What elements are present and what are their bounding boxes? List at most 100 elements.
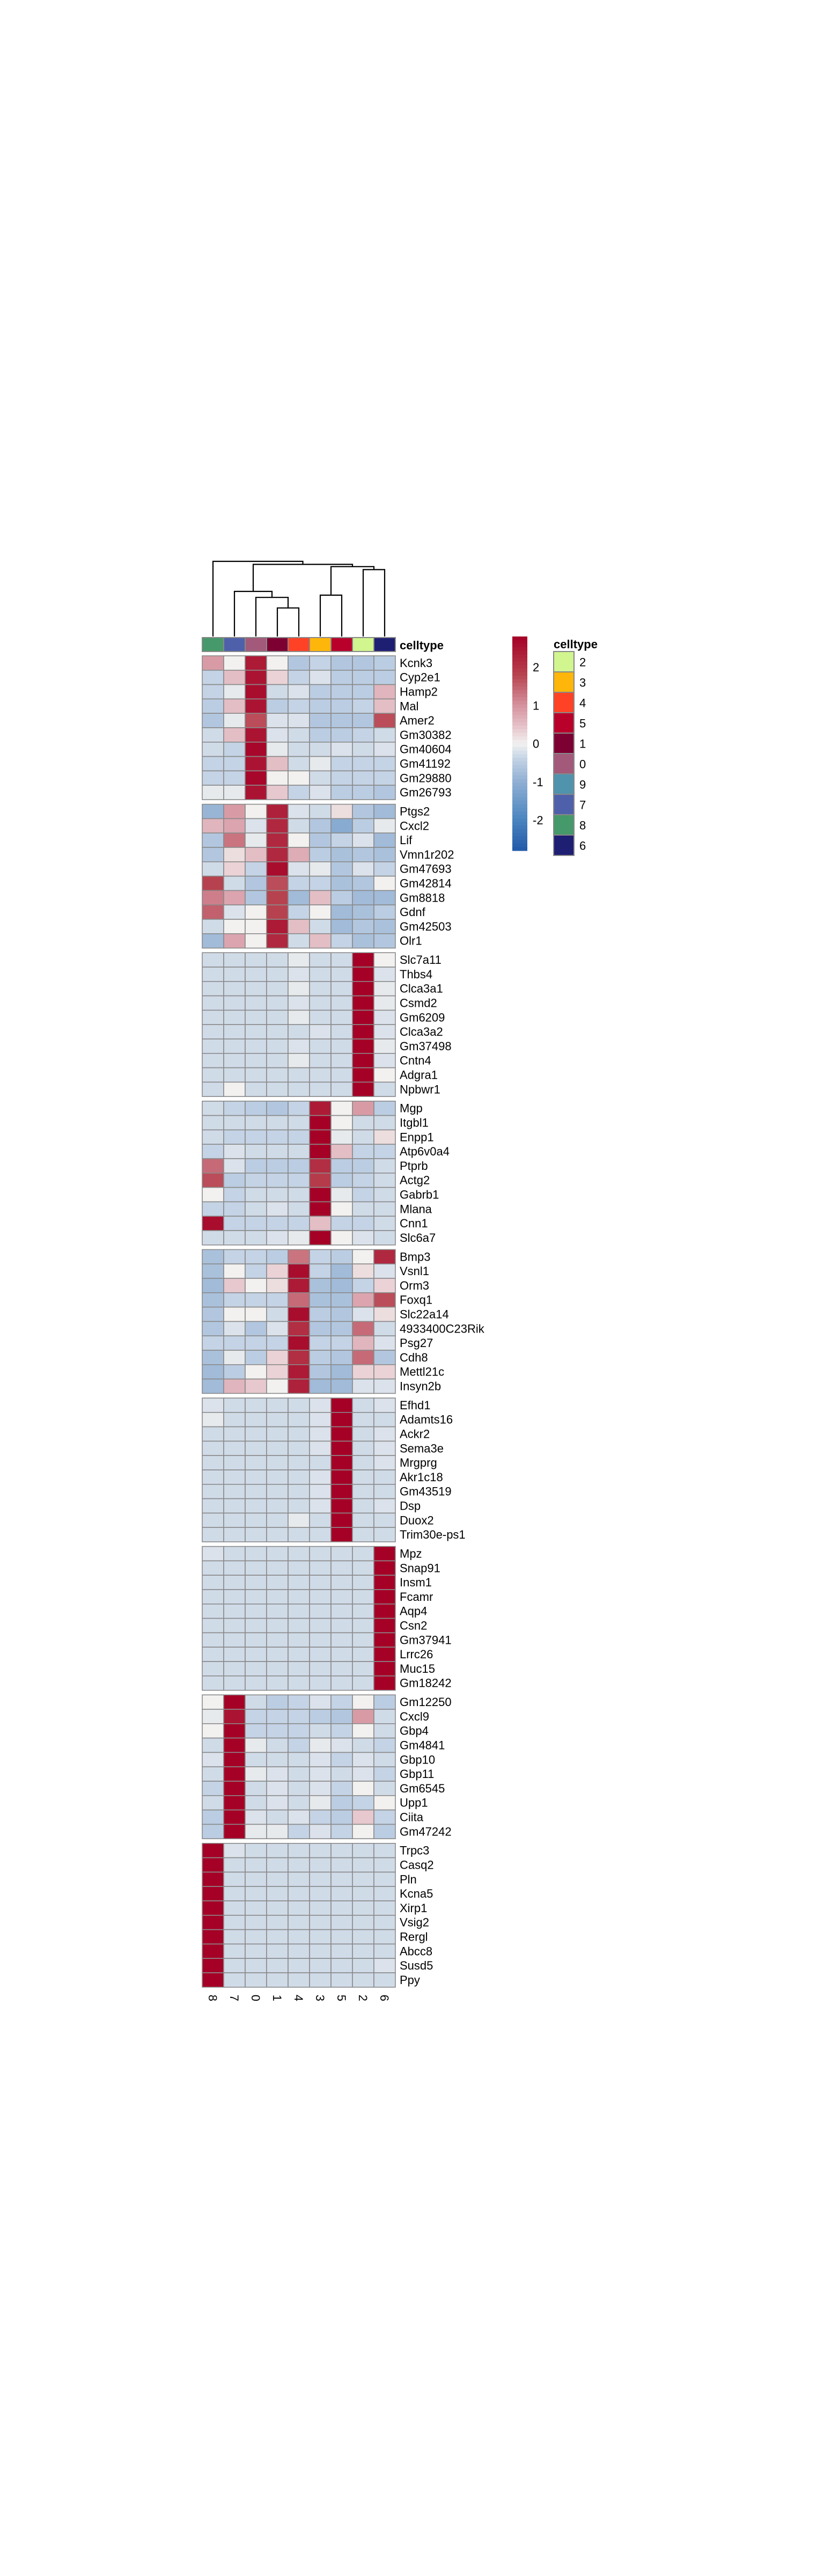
heatmap-cell: [330, 1604, 353, 1619]
heatmap-cell: [266, 1335, 289, 1351]
heatmap-cell: [330, 1675, 353, 1691]
annotation-cell-5: [330, 637, 353, 652]
heatmap-cell: [202, 785, 224, 800]
heatmap-cell: [373, 1560, 396, 1576]
heatmap-cell: [223, 1278, 246, 1293]
heatmap-cell: [223, 1263, 246, 1279]
row-label: Gm30382: [400, 728, 452, 742]
heatmap-cell: [202, 1038, 224, 1054]
heatmap-cell: [373, 847, 396, 862]
heatmap-cell: [373, 1278, 396, 1293]
heatmap-cell: [202, 1173, 224, 1188]
celltype-legend-label: 0: [579, 757, 586, 771]
row-label: Atp6v0a4: [400, 1145, 450, 1158]
heatmap-cell: [245, 890, 267, 906]
heatmap-cell: [309, 919, 332, 934]
colorbar-segment: [512, 650, 527, 655]
heatmap-cell: [223, 785, 246, 800]
heatmap-cell: [309, 1101, 332, 1116]
colorbar-segment: [512, 815, 527, 819]
heatmap-cell: [245, 967, 267, 982]
heatmap-cell: [266, 1694, 289, 1710]
heatmap-cell: [266, 1397, 289, 1413]
dendrogram-branch: [255, 597, 289, 636]
row-label: Gm43519: [400, 1485, 452, 1498]
heatmap-cell: [330, 1158, 353, 1174]
heatmap-cell: [245, 1455, 267, 1470]
heatmap-cell: [288, 995, 310, 1011]
row-label: Amer2: [400, 714, 435, 727]
heatmap-cell: [352, 1886, 374, 1901]
row-label: Gbp11: [400, 1767, 434, 1781]
heatmap-cell: [266, 1632, 289, 1648]
heatmap-cell: [266, 1263, 289, 1279]
colorbar-segment: [512, 690, 527, 694]
heatmap-cell: [202, 684, 224, 700]
column-dendrogram: [212, 560, 386, 636]
heatmap-cell: [373, 803, 396, 819]
heatmap-cell: [309, 1378, 332, 1394]
heatmap-cell: [352, 1512, 374, 1528]
heatmap-cell: [202, 1824, 224, 1839]
row-label: Lif: [400, 833, 413, 847]
heatmap-cell: [266, 1560, 289, 1576]
colorbar-segment: [512, 672, 527, 676]
heatmap-cell: [266, 1216, 289, 1231]
heatmap-cell: [352, 698, 374, 714]
heatmap-cell: [288, 684, 310, 700]
heatmap-cell: [288, 1694, 310, 1710]
heatmap-cell: [223, 713, 246, 728]
colorbar-segment: [512, 647, 527, 652]
heatmap-cell: [352, 832, 374, 848]
heatmap-cell: [288, 1263, 310, 1279]
row-label: Slc7a11: [400, 953, 442, 967]
heatmap-cell: [352, 1589, 374, 1605]
heatmap-cell: [245, 1335, 267, 1351]
colorbar-tick-label: -1: [533, 775, 543, 789]
heatmap-cell: [352, 684, 374, 700]
colorbar-segment: [512, 729, 527, 734]
heatmap-cell: [309, 1694, 332, 1710]
heatmap-cell: [245, 1512, 267, 1528]
row-label: Cnn1: [400, 1217, 428, 1230]
dendrogram-branch: [233, 590, 273, 636]
heatmap-cell: [245, 727, 267, 743]
heatmap-cell: [373, 890, 396, 906]
heatmap-cell: [373, 1958, 396, 1973]
heatmap-cell: [352, 1038, 374, 1054]
heatmap-cell: [223, 1512, 246, 1528]
heatmap-cell: [330, 1886, 353, 1901]
heatmap-cell: [373, 1201, 396, 1217]
heatmap-cell: [202, 1306, 224, 1322]
heatmap-cell: [309, 742, 332, 757]
heatmap-cell: [266, 1201, 289, 1217]
heatmap-cell: [330, 1024, 353, 1040]
heatmap-cell: [223, 1675, 246, 1691]
heatmap-cell: [266, 919, 289, 934]
heatmap-cell: [309, 1484, 332, 1499]
colorbar-segment: [512, 825, 527, 830]
heatmap-cell: [373, 1129, 396, 1145]
celltype-legend-swatch: [553, 651, 575, 672]
heatmap-cell: [288, 1378, 310, 1394]
heatmap-cell: [352, 904, 374, 920]
heatmap-cell: [266, 1469, 289, 1485]
heatmap-cell: [266, 713, 289, 728]
heatmap-cell: [202, 1915, 224, 1930]
heatmap-cell: [309, 655, 332, 671]
heatmap-cell: [266, 1440, 289, 1456]
heatmap-cell: [330, 1972, 353, 1988]
heatmap-cell: [309, 1604, 332, 1619]
heatmap-cell: [202, 1604, 224, 1619]
heatmap-cell: [245, 1378, 267, 1394]
heatmap-cell: [202, 742, 224, 757]
heatmap-cell: [352, 742, 374, 757]
heatmap-cell: [288, 1737, 310, 1753]
heatmap-cell: [266, 1781, 289, 1796]
annotation-cell-4: [288, 637, 310, 652]
heatmap-cell: [352, 919, 374, 934]
colorbar-segment: [512, 733, 527, 737]
colorbar-segment: [512, 775, 527, 780]
heatmap-cell: [245, 1115, 267, 1131]
colorbar-segment: [512, 818, 527, 823]
